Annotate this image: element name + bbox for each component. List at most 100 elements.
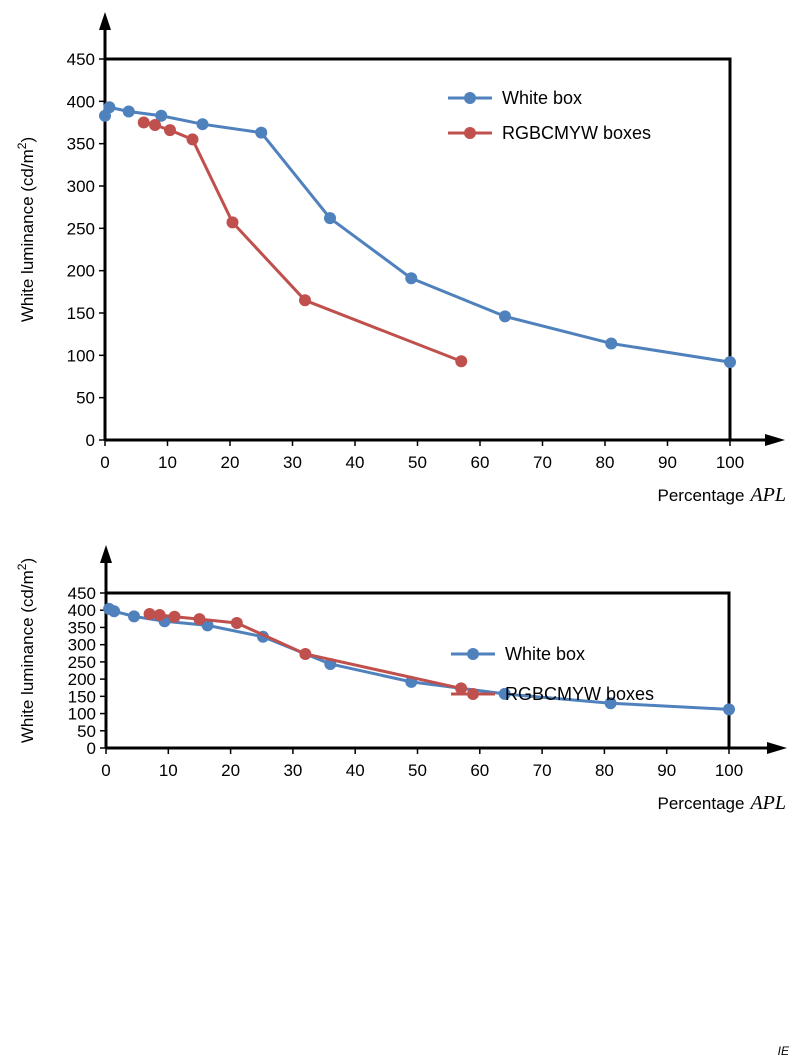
y-tick-label: 50 (77, 722, 96, 741)
data-point-rgbcmyw-boxes (299, 294, 311, 307)
y-tick-label: 200 (67, 262, 95, 281)
data-point-rgbcmyw-boxes (153, 609, 166, 622)
x-tick-label: 100 (715, 761, 743, 780)
data-point-white-box (605, 337, 618, 350)
data-point-white-box (324, 212, 336, 225)
y-tick-label: 0 (86, 431, 95, 450)
x-tick-label: 20 (221, 453, 240, 472)
y-tick-label: 400 (67, 92, 95, 111)
legend-marker-rgbcmyw-boxes (464, 127, 476, 139)
x-tick-label: 70 (533, 453, 552, 472)
y-tick-label: 150 (68, 687, 96, 706)
x-tick-label: 90 (657, 761, 676, 780)
series-line-rgbcmyw-boxes (143, 121, 462, 363)
legend-label-white-box: White box (502, 88, 582, 108)
legend-label-rgbcmyw-boxes: RGBCMYW boxes (502, 123, 651, 143)
x-tick-label: 100 (716, 453, 744, 472)
data-point-rgbcmyw-boxes (143, 608, 156, 621)
y-tick-label: 400 (68, 601, 96, 620)
y-tick-label: 300 (68, 636, 96, 655)
x-tick-label: 50 (408, 761, 427, 780)
y-axis-arrow-icon (99, 12, 111, 30)
data-point-white-box (405, 272, 418, 285)
y-tick-label: 200 (68, 670, 96, 689)
x-tick-label: 80 (596, 453, 615, 472)
x-axis-title-text: Percentage (657, 486, 744, 505)
series-line-white-box (103, 105, 731, 364)
y-tick-label: 100 (68, 705, 96, 724)
x-tick-label: 0 (100, 453, 109, 472)
plot-frame (106, 591, 731, 748)
x-axis-title-variable: APL (748, 792, 786, 814)
data-point-white-box (499, 310, 511, 323)
x-tick-label: 60 (471, 453, 490, 472)
y-axis-title: White luminance (cd/m2) (15, 558, 37, 743)
data-point-white-box (498, 687, 511, 700)
data-point-rgbcmyw-boxes (186, 133, 199, 146)
y-tick-label: 0 (87, 739, 96, 758)
y-tick-label: 350 (68, 618, 96, 637)
data-point-white-box (122, 105, 135, 118)
y-axis-title-superscript: 2 (15, 563, 29, 570)
x-tick-label: 90 (658, 453, 677, 472)
data-point-white-box (196, 118, 209, 131)
x-tick-label: 70 (533, 761, 552, 780)
data-point-white-box (255, 126, 268, 139)
x-tick-label: 30 (283, 453, 302, 472)
footer-tag: IE (778, 1044, 790, 1058)
y-axis-title-close: ) (18, 137, 37, 143)
y-tick-label: 450 (68, 584, 96, 603)
data-point-white-box (108, 605, 121, 618)
x-axis-title: Percentage APL (657, 484, 786, 506)
data-point-white-box (103, 101, 116, 114)
data-point-white-box (201, 619, 214, 632)
x-tick-label: 60 (470, 761, 489, 780)
data-point-white-box (604, 697, 617, 710)
x-axis-title: Percentage APL (657, 792, 786, 814)
data-point-rgbcmyw-boxes (137, 116, 150, 129)
data-point-rgbcmyw-boxes (455, 355, 468, 368)
x-tick-label: 10 (159, 761, 178, 780)
data-point-white-box (724, 356, 736, 369)
data-point-rgbcmyw-boxes (226, 216, 239, 229)
y-tick-label: 350 (67, 135, 95, 154)
data-point-white-box (155, 109, 168, 122)
x-tick-label: 40 (346, 453, 365, 472)
y-axis-title-text: White luminance (cd/m (18, 149, 37, 322)
x-axis-title-variable: APL (748, 484, 786, 506)
y-tick-label: 50 (76, 389, 95, 408)
legend-label-white-box: White box (505, 644, 585, 664)
y-axis-title-close: ) (18, 558, 37, 564)
data-point-white-box (723, 703, 735, 716)
y-tick-label: 300 (67, 177, 95, 196)
x-axis-arrow-icon (767, 742, 787, 754)
data-point-rgbcmyw-boxes (230, 616, 243, 629)
chart-top: 0 50 100 150 200 250 300 350 400 450 0 10 20 30 40 50 60… (15, 12, 786, 506)
y-axis-title-superscript: 2 (15, 142, 29, 149)
y-tick-label: 100 (67, 346, 95, 365)
x-tick-label: 40 (346, 761, 365, 780)
x-tick-label: 10 (158, 453, 177, 472)
y-axis-title-text: White luminance (cd/m (18, 570, 37, 743)
y-tick-label: 250 (67, 219, 95, 238)
plot-frame (105, 57, 732, 440)
legend-marker-white-box (467, 648, 479, 660)
y-axis-arrow-icon (100, 545, 112, 563)
data-point-rgbcmyw-boxes (299, 647, 312, 660)
data-point-white-box (128, 610, 141, 623)
data-point-rgbcmyw-boxes (455, 682, 468, 695)
x-axis-title-text: Percentage (657, 794, 744, 813)
data-point-rgbcmyw-boxes (168, 610, 181, 623)
x-tick-label: 30 (283, 761, 302, 780)
x-tick-label: 50 (408, 453, 427, 472)
y-tick-label: 250 (68, 653, 96, 672)
legend-label-rgbcmyw-boxes: RGBCMYW boxes (505, 684, 654, 704)
data-point-rgbcmyw-boxes (149, 119, 161, 132)
y-tick-label: 450 (67, 50, 95, 69)
x-tick-label: 20 (221, 761, 240, 780)
x-tick-label: 80 (595, 761, 614, 780)
legend-marker-white-box (464, 92, 476, 104)
y-axis-title: White luminance (cd/m2) (15, 137, 37, 322)
data-point-rgbcmyw-boxes (164, 124, 176, 137)
